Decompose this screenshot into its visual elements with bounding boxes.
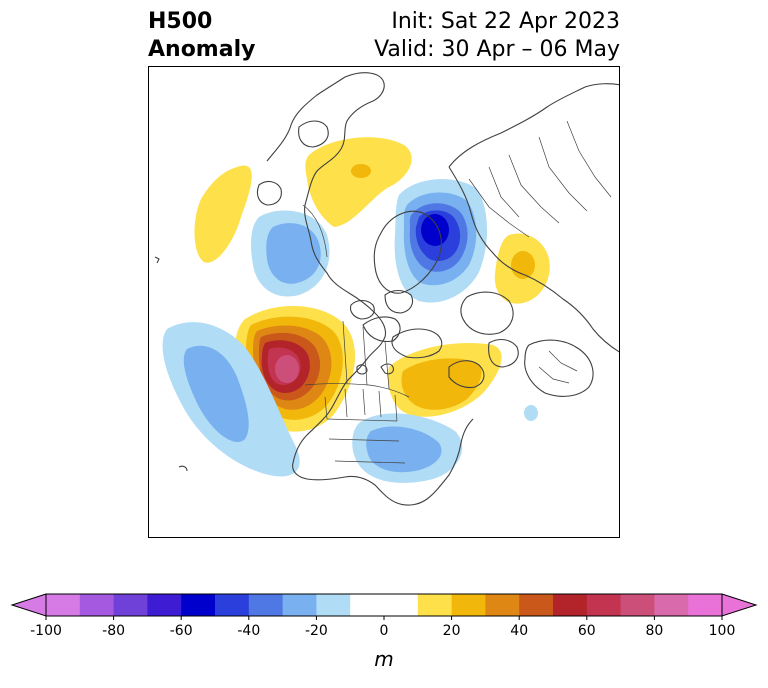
colorbar-swatch [485,594,520,616]
coastline-eurasia [448,83,619,353]
colorbar-tick-label: -40 [237,623,260,639]
anomaly-contours [162,137,550,483]
forecast-dates: Init: Sat 22 Apr 2023 Valid: 30 Apr – 06… [374,8,620,64]
positive-anomaly-siberia [305,137,412,227]
title-anomaly: Anomaly [148,37,256,62]
border-alaska-canada [302,204,328,258]
negative-anomaly-north-pacific [162,322,300,477]
coastline-greenland-south [384,289,414,314]
colorbar-swatch [248,594,284,616]
us-state-borders [324,388,406,464]
coastline-scandinavia [460,291,514,335]
colorbar-swatch [553,594,588,616]
anomaly-map [148,66,620,538]
colorbar-tick-label: -100 [30,623,62,639]
coastline-baffin-island [349,299,375,320]
colorbar-over-arrow [721,593,758,617]
colorbar-tick-label: -20 [305,623,328,639]
init-date: Init: Sat 22 Apr 2023 [391,9,620,34]
colorbar-swatch [316,594,351,616]
colorbar-swatch [147,594,182,616]
colorbar-swatch [654,594,689,616]
negative-anomaly-scandinavia [394,179,488,303]
political-borders [302,120,612,464]
colorbar-tick-label: 60 [578,623,596,639]
colorbar-swatch [46,594,81,616]
european-country-borders [538,350,578,384]
colorbar-svg: -100 -80 -60 -40 -20 0 20 40 60 80 100 m [10,593,758,671]
colorbar-swatch [519,594,554,616]
colorbar-tick-label: 80 [645,623,663,639]
coastline-labrador [448,360,485,389]
coastline-island [154,256,160,264]
negative-anomaly-eastern-us [352,413,463,483]
colorbar-swatch [282,594,317,616]
colorbar-tick-label: 100 [709,623,736,639]
colorbar-swatch [181,594,216,616]
coastline-arctic-islands [362,316,401,343]
colorbar-swatch [113,594,148,616]
coastline-island [356,364,368,375]
positive-anomaly-north-pacific [194,165,252,263]
colorbar-swatches [10,593,758,617]
colorbar: -100 -80 -60 -40 -20 0 20 40 60 80 100 m [0,580,768,684]
colorbar-tick-label: 40 [510,623,528,639]
negative-anomaly-atlantic [524,405,538,421]
colorbar-tick-label: -60 [170,623,193,639]
anomaly-map-svg [154,72,619,506]
colorbar-tick-label: 20 [443,623,461,639]
coastline-greenland [373,210,442,294]
coastline-british-isles [488,338,519,368]
colorbar-units-label: m [374,647,393,671]
border-us-canada [304,383,410,398]
colorbar-swatch [350,594,385,616]
positive-anomaly-eastern-canada [387,343,502,417]
positive-anomaly-europe [494,233,550,304]
colorbar-swatch [215,594,250,616]
colorbar-swatch [620,594,655,616]
coastline-hudson-bay [391,328,443,359]
map-title: H500 Anomaly [148,8,255,64]
colorbar-swatch [688,594,723,616]
colorbar-tick-label: 0 [380,623,389,639]
colorbar-swatch [417,594,453,616]
coastline-north-america [266,72,474,506]
colorbar-under-arrow [10,593,47,617]
coastline-chukotka [298,120,329,148]
coastline-island [178,465,188,472]
colorbar-swatch [586,594,622,616]
colorbar-swatch [451,594,486,616]
title-variable: H500 [148,9,213,34]
colorbar-swatch [384,594,419,616]
colorbar-swatch [79,594,115,616]
coastline-aleutians [256,180,282,206]
canadian-province-borders [342,320,390,390]
valid-date: Valid: 30 Apr – 06 May [374,37,620,62]
colorbar-tick-label: -80 [102,623,125,639]
eurasian-country-borders [468,120,612,238]
colorbar-ticks: -100 -80 -60 -40 -20 0 20 40 60 80 100 [30,616,735,639]
coastline-europe [524,339,594,397]
negative-anomaly-alaska [251,210,330,297]
